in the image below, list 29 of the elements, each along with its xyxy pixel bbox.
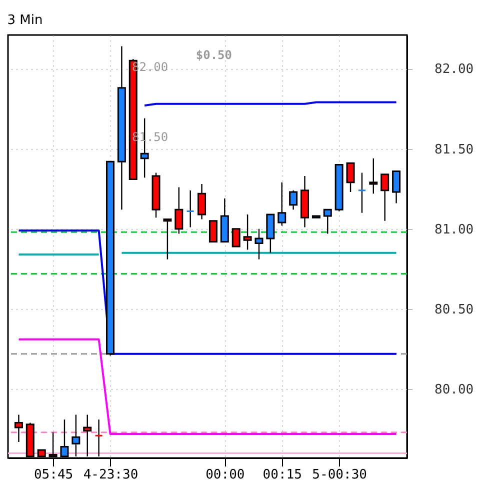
candlestick bbox=[358, 172, 366, 214]
candlestick bbox=[14, 414, 23, 443]
x-tick-label: 00:00 bbox=[206, 468, 245, 482]
y-tick-label: 81.00 bbox=[434, 222, 474, 238]
annotation: $0.50 bbox=[196, 48, 232, 62]
y-tick-label: 80.50 bbox=[434, 302, 474, 318]
candlestick bbox=[174, 186, 184, 234]
y-tick-label: 82.00 bbox=[434, 62, 474, 78]
x-tick-label: 4-23:30 bbox=[83, 468, 138, 482]
y-tick-label: 80.00 bbox=[434, 382, 474, 398]
x-tick-label: 05:45 bbox=[34, 468, 74, 482]
candlestick bbox=[369, 158, 378, 194]
x-tick-label: 00:15 bbox=[262, 468, 302, 482]
candlestick bbox=[346, 162, 355, 193]
candlestick bbox=[323, 208, 332, 234]
candlestick bbox=[380, 174, 390, 222]
candlestick bbox=[289, 190, 298, 210]
candlestick bbox=[278, 182, 286, 226]
candlestick bbox=[254, 228, 264, 260]
candlestick bbox=[208, 220, 218, 242]
candlestick bbox=[186, 190, 195, 228]
candlestick bbox=[392, 170, 401, 204]
candlestick bbox=[232, 228, 240, 248]
candlestick bbox=[163, 218, 172, 260]
chart-title: 3 Min bbox=[7, 13, 43, 28]
x-tick-label: 5-00:30 bbox=[312, 468, 367, 482]
candlestick bbox=[198, 183, 206, 220]
y-tick-label: 81.50 bbox=[434, 142, 474, 158]
candlestick bbox=[243, 214, 252, 250]
